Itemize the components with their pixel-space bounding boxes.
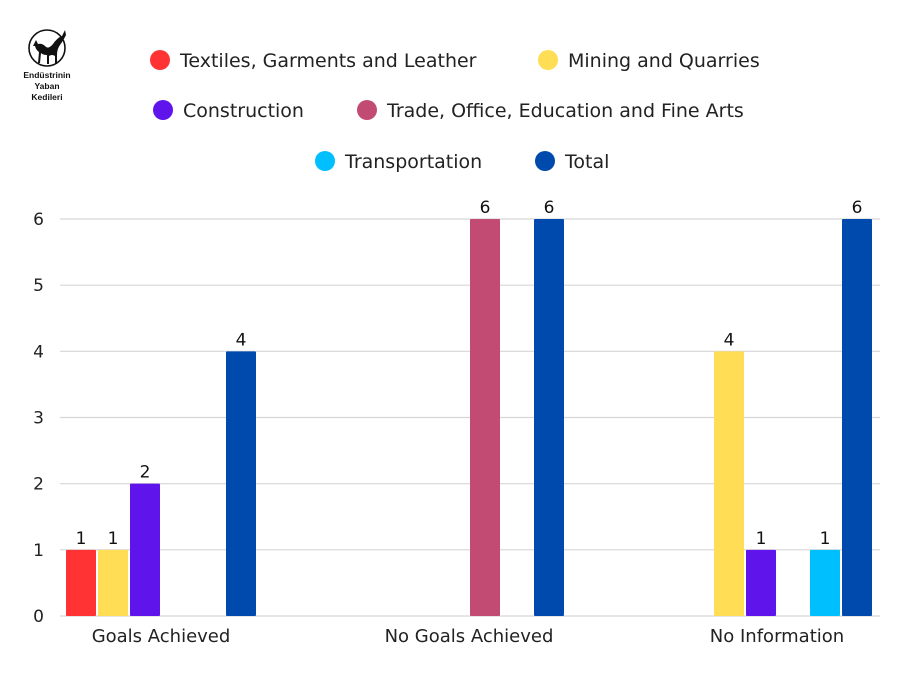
- data-label: 2: [140, 463, 151, 483]
- x-tick-label: Goals Achieved: [92, 626, 231, 647]
- legend-item[interactable]: Textiles, Garments and Leather: [150, 50, 477, 72]
- bar: [470, 219, 500, 616]
- bar: [226, 351, 256, 616]
- x-tick-label: No Information: [710, 626, 844, 647]
- y-tick-label: 0: [33, 607, 44, 627]
- logo-text-2: Yaban: [34, 81, 59, 91]
- y-tick-label: 6: [33, 210, 44, 230]
- data-label: 1: [756, 529, 767, 549]
- data-labels: 1 1 2 4 6 6 4 1 1 6: [76, 198, 863, 549]
- legend-swatch: [153, 100, 173, 120]
- data-label: 6: [480, 198, 491, 218]
- logo-circle: [28, 29, 66, 67]
- bar: [66, 549, 96, 616]
- legend-item[interactable]: Transportation: [315, 151, 482, 173]
- data-label: 6: [852, 198, 863, 218]
- legend-label: Transportation: [344, 151, 482, 173]
- legend-item[interactable]: Mining and Quarries: [538, 50, 760, 72]
- legend-label: Trade, Office, Education and Fine Arts: [386, 100, 744, 122]
- bar: [842, 219, 872, 616]
- logo-text-3: Kedileri: [31, 92, 62, 102]
- data-label: 1: [108, 529, 119, 549]
- bar: [810, 549, 840, 616]
- bar: [746, 549, 776, 616]
- logo: Endüstrinin Yaban Kedileri: [23, 29, 71, 102]
- legend-label: Mining and Quarries: [568, 50, 760, 72]
- x-tick-label: No Goals Achieved: [385, 626, 554, 647]
- data-label: 6: [544, 198, 555, 218]
- bar: [534, 219, 564, 616]
- data-label: 4: [236, 330, 247, 350]
- legend-swatch: [150, 50, 170, 70]
- legend-swatch: [357, 100, 377, 120]
- y-tick-label: 1: [33, 541, 44, 561]
- y-tick-label: 3: [33, 409, 44, 429]
- legend-label: Total: [564, 151, 609, 173]
- legend-item[interactable]: Total: [535, 151, 609, 173]
- data-label: 1: [820, 529, 831, 549]
- bars: [66, 219, 872, 616]
- legend: Textiles, Garments and Leather Mining and…: [150, 50, 760, 173]
- data-label: 4: [724, 330, 735, 350]
- bar: [130, 483, 160, 616]
- y-tick-label: 4: [33, 342, 44, 362]
- legend-item[interactable]: Construction: [153, 100, 304, 122]
- legend-label: Construction: [183, 100, 304, 122]
- legend-item[interactable]: Trade, Office, Education and Fine Arts: [357, 100, 744, 122]
- bar: [98, 549, 128, 616]
- y-axis: 0 1 2 3 4 5 6: [33, 210, 44, 627]
- y-tick-label: 5: [33, 276, 44, 296]
- data-label: 1: [76, 529, 87, 549]
- bar: [714, 351, 744, 616]
- black-cat-icon: [33, 30, 66, 64]
- legend-swatch: [538, 50, 558, 70]
- legend-label: Textiles, Garments and Leather: [179, 50, 477, 72]
- logo-text-1: Endüstrinin: [23, 70, 70, 80]
- legend-swatch: [535, 151, 555, 171]
- y-tick-label: 2: [33, 475, 44, 495]
- x-axis: Goals Achieved No Goals Achieved No Inform…: [92, 626, 845, 647]
- legend-swatch: [315, 151, 335, 171]
